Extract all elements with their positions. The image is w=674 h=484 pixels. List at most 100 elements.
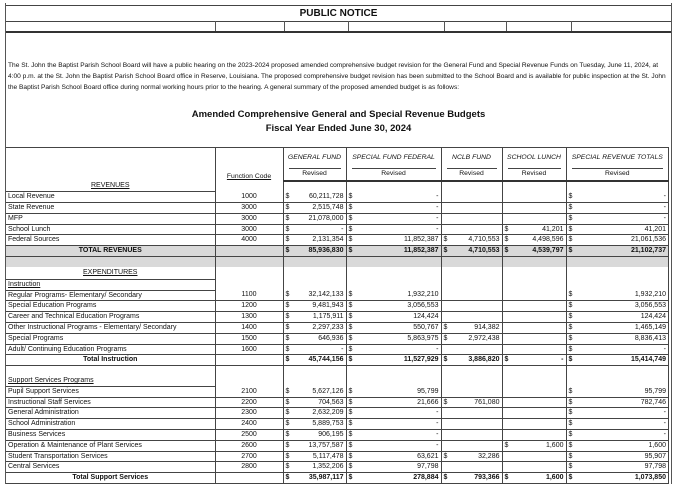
nclb-fund-amount: $793,366 xyxy=(441,472,503,484)
special-fund-federal-amount: $11,852,387 xyxy=(346,234,442,247)
special-fund-federal-header: SPECIAL FUND FEDERAL xyxy=(346,147,442,167)
table-row: Instructional Staff Services 2200 $704,563… xyxy=(6,397,669,409)
amount-value: 4,710,553 xyxy=(468,236,500,244)
row-label: MFP xyxy=(6,213,216,225)
amount-value: 85,936,830 xyxy=(308,247,344,255)
currency-sign: $ xyxy=(348,431,353,439)
currency-sign: $ xyxy=(285,302,290,310)
total-row: Total Instruction $45,744,156 $11,527,929 $… xyxy=(6,354,669,367)
currency-sign: $ xyxy=(443,474,448,482)
spacer-cell xyxy=(6,256,216,267)
school-lunch-amount: $1,600 xyxy=(502,472,567,484)
currency-sign: $ xyxy=(348,193,353,201)
amount-value: 5,117,478 xyxy=(312,452,344,460)
spacer-cell xyxy=(566,365,669,377)
currency-sign: $ xyxy=(348,302,353,310)
currency-sign: $ xyxy=(348,313,353,321)
function-code: 2600 xyxy=(215,440,284,452)
special-fund-federal-amount: $278,884 xyxy=(346,472,442,484)
currency-sign: $ xyxy=(285,420,290,428)
revised-label: Revised xyxy=(446,168,497,179)
currency-sign: $ xyxy=(443,398,448,406)
function-code: 2400 xyxy=(215,418,284,431)
currency-sign: $ xyxy=(348,324,353,332)
special-revenue-totals-amount: $21,102,737 xyxy=(566,245,669,258)
special-fund-federal-amount: $ - xyxy=(346,407,442,420)
school-lunch-amount xyxy=(502,429,567,441)
currency-sign: $ xyxy=(568,431,573,439)
general-fund-amount: $1,175,911 xyxy=(283,311,347,324)
empty-cell xyxy=(566,376,669,387)
nclb-fund-amount xyxy=(441,418,503,431)
row-label: Federal Sources xyxy=(6,234,216,247)
row-label: Career and Technical Education Programs xyxy=(6,311,216,324)
revised-label: Revised xyxy=(507,168,561,179)
school-lunch-amount: $1,600 xyxy=(502,440,567,452)
amount-value: 9,481,943 xyxy=(312,302,344,310)
general-fund-amount: $32,142,133 xyxy=(283,290,347,302)
row-label: Total Instruction xyxy=(6,354,216,367)
general-fund-amount: $5,627,126 xyxy=(283,386,347,398)
amount-value: 704,563 xyxy=(318,398,344,406)
table-row: Regular Programs- Elementary/ Secondary 1… xyxy=(6,290,669,302)
function-code: 1000 xyxy=(215,191,284,204)
empty-cell xyxy=(502,181,567,192)
school-lunch-amount xyxy=(502,451,567,463)
special-fund-federal-amount: $21,666 xyxy=(346,397,442,409)
empty-cell xyxy=(215,376,284,387)
revised-label: Revised xyxy=(571,168,663,179)
amount-value: 41,201 xyxy=(644,225,666,233)
general-fund-amount: $5,889,753 xyxy=(283,418,347,431)
special-revenue-totals-amount: $1,600 xyxy=(566,440,669,452)
nclb-fund-amount xyxy=(441,440,503,452)
row-label: Other Instructional Programs - Elementar… xyxy=(6,322,216,334)
special-revenue-totals-amount: $ - xyxy=(566,191,669,204)
special-fund-federal-amount: $11,852,387 xyxy=(346,245,442,258)
budget-title: Amended Comprehensive General and Specia… xyxy=(191,109,486,120)
function-code: 1100 xyxy=(215,290,284,302)
empty-cell xyxy=(566,279,669,291)
nclb-fund-amount: $32,286 xyxy=(441,451,503,463)
general-fund-amount: $13,757,587 xyxy=(283,440,347,452)
empty-cell xyxy=(441,266,503,280)
currency-sign: $ xyxy=(348,441,353,449)
currency-sign: $ xyxy=(348,291,353,299)
school-lunch-amount xyxy=(502,300,567,313)
revised-subheader: Revised xyxy=(566,167,669,182)
table-row: Student Transportation Services 2700 $5,11… xyxy=(6,451,669,463)
special-revenue-totals-amount: $1,465,149 xyxy=(566,322,669,334)
function-code: 2800 xyxy=(215,461,284,474)
empty-cell xyxy=(441,279,503,291)
amount-value: 5,627,126 xyxy=(312,387,344,395)
empty-cell xyxy=(346,279,442,291)
amount-value: - xyxy=(436,204,439,212)
currency-sign: $ xyxy=(568,463,573,471)
function-code: 2700 xyxy=(215,451,284,463)
table-row: MFP 3000 $21,078,000 $ - $ - xyxy=(6,213,669,225)
special-revenue-totals-amount: $ - xyxy=(566,407,669,420)
heading-row: EXPENDITURES xyxy=(6,266,669,280)
general-fund-amount: $906,195 xyxy=(283,429,347,441)
amount-value: 63,621 xyxy=(417,452,439,460)
currency-sign: $ xyxy=(504,225,509,233)
spacer-cell xyxy=(283,365,347,377)
nclb-fund-amount: $4,710,553 xyxy=(441,245,503,258)
nclb-fund-amount: $2,972,438 xyxy=(441,333,503,345)
currency-sign: $ xyxy=(568,313,573,321)
currency-sign: $ xyxy=(568,204,573,212)
amount-value: 97,798 xyxy=(644,463,666,471)
amount-value: 1,932,210 xyxy=(407,291,439,299)
function-code: 2500 xyxy=(215,429,284,441)
row-label: Total Support Services xyxy=(6,472,216,484)
nclb-fund-amount xyxy=(441,300,503,313)
currency-sign: $ xyxy=(348,452,353,460)
function-code: 1500 xyxy=(215,333,284,345)
general-fund-amount: $35,987,117 xyxy=(283,472,347,484)
special-revenue-totals-amount: $ - xyxy=(566,429,669,441)
school-lunch-amount xyxy=(502,418,567,431)
table-row: School Administration 2400 $5,889,753 $ - $ - xyxy=(6,418,669,431)
intro-paragraph: The St. John the Baptist Parish School B… xyxy=(8,62,666,91)
amount-value: 2,131,354 xyxy=(312,236,344,244)
currency-sign: $ xyxy=(568,225,573,233)
school-lunch-amount: $4,498,596 xyxy=(502,234,567,247)
